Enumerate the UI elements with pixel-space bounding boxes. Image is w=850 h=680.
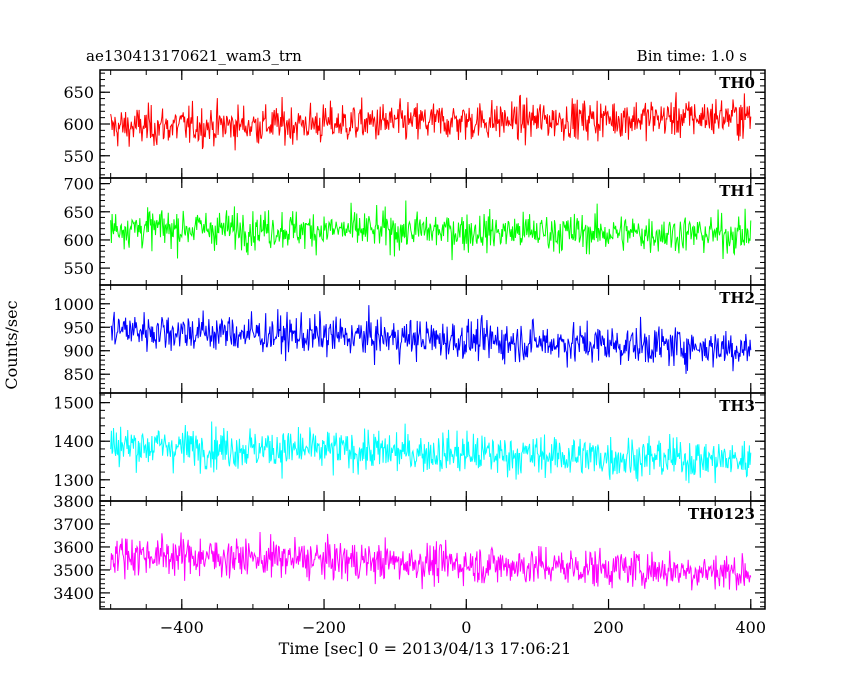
x-tick-label: −200 [302, 618, 346, 637]
y-tick-label: 550 [63, 259, 94, 278]
x-axis-label: Time [sec] 0 = 2013/04/13 17:06:21 [279, 639, 572, 658]
chart-title: ae130413170621_wam3_trn [86, 47, 302, 65]
series-line-th1 [110, 200, 752, 261]
y-tick-label: 600 [63, 115, 94, 134]
x-tick-label: 200 [593, 618, 624, 637]
y-tick-label: 3700 [53, 515, 94, 534]
panel-th3: 1300 1400 1500 TH3 [53, 392, 766, 502]
x-tick-label: 0 [461, 618, 471, 637]
bin-time-label: Bin time: 1.0 s [637, 47, 747, 65]
y-tick-label: 3800 [53, 492, 94, 511]
panel-label-th2: TH2 [719, 289, 755, 307]
panel-label-th0: TH0 [719, 74, 755, 92]
series-line-th2 [110, 305, 752, 374]
panel-frame [99, 500, 766, 610]
y-tick-label: 1000 [53, 295, 94, 314]
y-tick-label: 900 [63, 342, 94, 361]
y-axis-label: Counts/sec [2, 300, 21, 389]
y-tick-label: 3500 [53, 561, 94, 580]
y-tick-label: 650 [63, 83, 94, 102]
y-tick-label: 1400 [53, 432, 94, 451]
y-tick-label: 650 [63, 203, 94, 222]
y-tick-label: 1300 [53, 471, 94, 490]
panel-label-th3: TH3 [719, 397, 755, 415]
y-tick-label: 950 [63, 318, 94, 337]
panel-th0: 550 600 650 TH0 [63, 69, 766, 179]
y-tick-label: 850 [63, 365, 94, 384]
panel-th2: 850 900 950 1000 TH2 [53, 284, 766, 394]
panel-th1: 550 600 650 700 TH1 [63, 175, 766, 286]
panels-group: 550 600 650 TH0 550 600 650 700 TH1 850 900 950 1000… [53, 69, 767, 637]
y-tick-label: 550 [63, 147, 94, 166]
series-line-th0123 [110, 532, 752, 591]
y-tick-label: 1500 [53, 394, 94, 413]
panel-label-th0123: TH0123 [688, 505, 755, 523]
panel-th0123: 3400 3500 3600 3700 3800 TH0123 [53, 492, 766, 610]
series-line-th3 [110, 421, 752, 484]
x-tick-label: −400 [160, 618, 204, 637]
series-line-th0 [110, 92, 752, 151]
y-tick-label: 700 [63, 175, 94, 194]
x-tick-label: 400 [736, 618, 767, 637]
y-tick-label: 3400 [53, 584, 94, 603]
y-tick-label: 3600 [53, 538, 94, 557]
y-tick-label: 600 [63, 231, 94, 250]
panel-label-th1: TH1 [719, 182, 755, 200]
